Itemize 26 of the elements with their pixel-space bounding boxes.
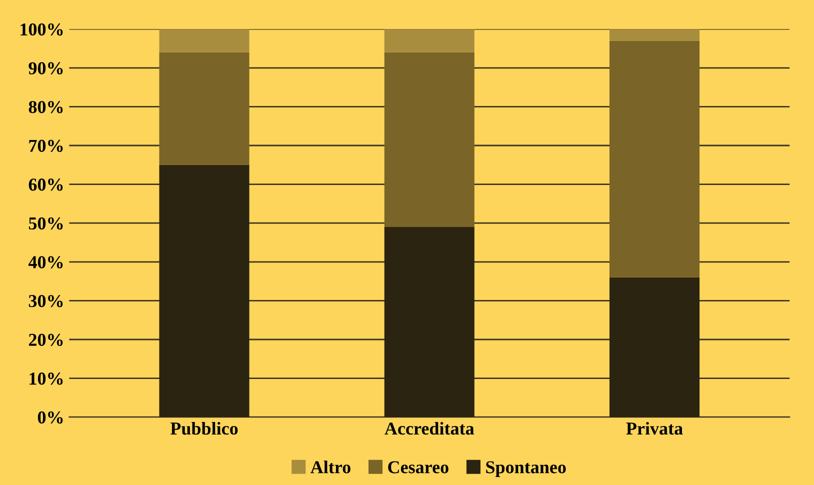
y-tick-label: 90% bbox=[28, 62, 63, 74]
bar bbox=[609, 277, 700, 418]
y-tick-label: 40% bbox=[28, 256, 63, 268]
y-tick-label: 30% bbox=[28, 294, 63, 308]
y-tick-label: 0% bbox=[38, 411, 63, 424]
y-tick-label: 60% bbox=[28, 178, 63, 191]
y-tick-label: 20% bbox=[28, 334, 63, 346]
bar bbox=[384, 52, 474, 227]
y-tick-label: 80% bbox=[28, 100, 63, 114]
bar bbox=[609, 29, 700, 41]
x-tick-label: Privata bbox=[626, 422, 683, 435]
y-tick-label: 100% bbox=[20, 23, 63, 36]
legend-label: Cesareo bbox=[388, 461, 448, 474]
y-tick-label: 10% bbox=[30, 372, 63, 385]
legend-label: Spontaneo bbox=[486, 461, 566, 477]
y-tick-label: 50% bbox=[28, 217, 63, 230]
x-tick-label: Pubblico bbox=[170, 422, 238, 435]
bar bbox=[159, 29, 250, 52]
bar bbox=[384, 29, 474, 52]
bar bbox=[159, 52, 250, 165]
x-tick-label: Accreditata bbox=[384, 422, 474, 435]
bar bbox=[159, 164, 250, 418]
y-tick-label: 70% bbox=[29, 140, 63, 152]
bar bbox=[384, 226, 474, 418]
bar bbox=[609, 40, 700, 278]
legend-label: Altro bbox=[310, 460, 350, 474]
